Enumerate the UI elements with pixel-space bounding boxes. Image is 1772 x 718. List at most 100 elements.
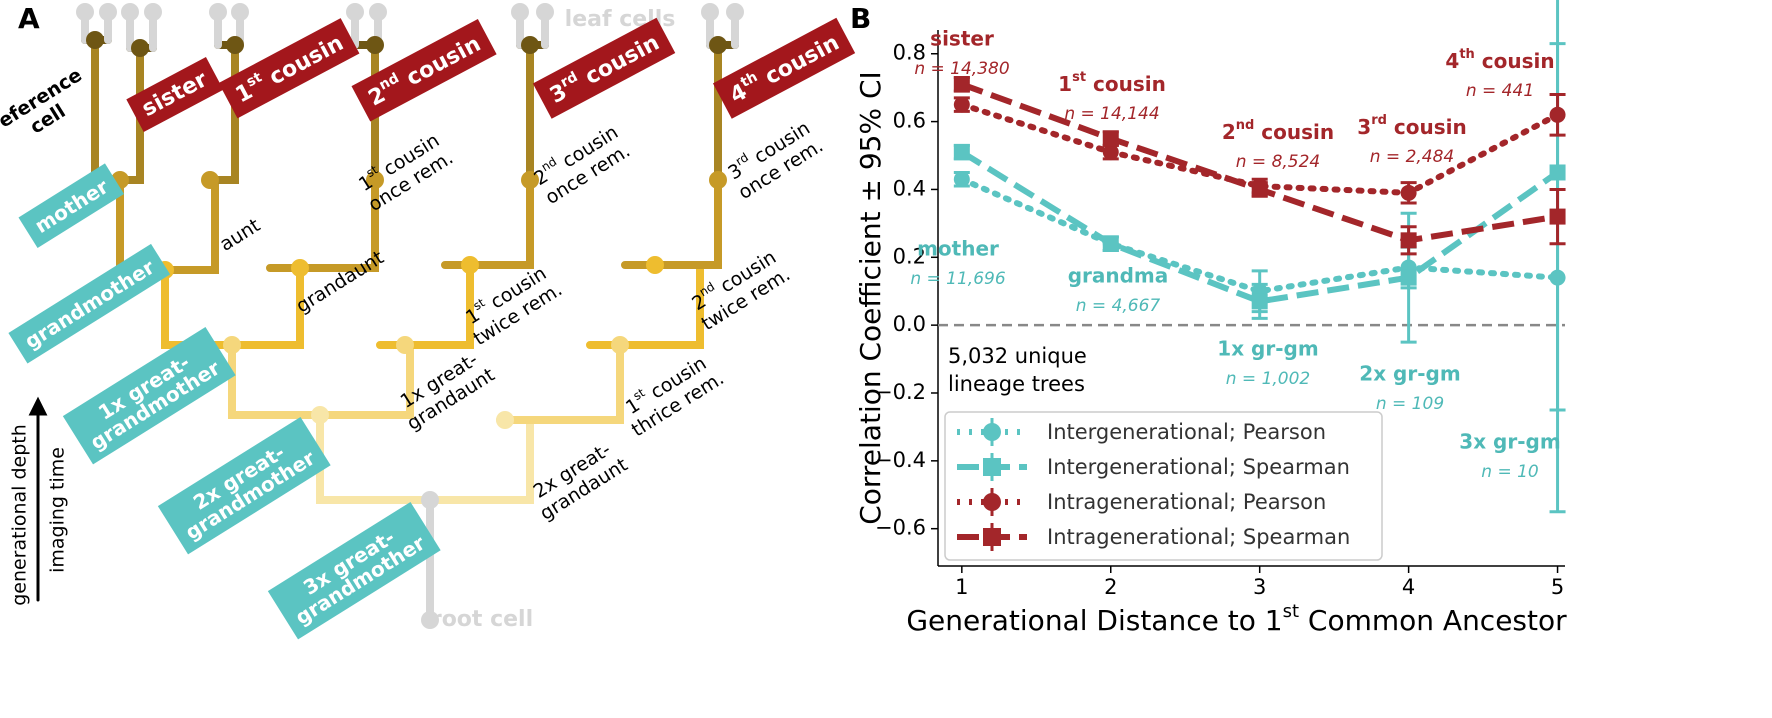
- text-part: th: [738, 69, 760, 91]
- point: [953, 96, 970, 113]
- kin-label: referencecell: [0, 64, 97, 156]
- text-part: st: [1072, 70, 1086, 85]
- annotation-n: n = 109: [1376, 394, 1444, 414]
- annotation-n: n = 14,380: [914, 59, 1009, 79]
- ancestor-label: 1x great-grandmother: [62, 326, 236, 465]
- ancestor-label: mother: [18, 163, 125, 248]
- annotation-label: 2nd cousin: [1222, 118, 1334, 144]
- annotation-label: 3x gr-gm: [1459, 430, 1560, 454]
- annotation-label: 1st cousin: [1058, 70, 1166, 96]
- point: [1400, 232, 1417, 249]
- point: [1400, 184, 1417, 201]
- annotation-n: n = 2,484: [1370, 147, 1455, 167]
- y-tick-label: 0.8: [893, 41, 926, 65]
- kin-label: 1st cousinonce rem.: [351, 125, 457, 216]
- depth-label: generational depth: [9, 424, 31, 606]
- legend-box: [944, 411, 1383, 561]
- label: 1st cousinonce rem.: [351, 125, 457, 215]
- note: lineage trees: [948, 372, 1085, 396]
- text-part: Generational Distance to 1: [906, 604, 1282, 637]
- panel-label: A: [18, 2, 40, 35]
- relative-label-box: [218, 18, 360, 119]
- text-part: cousin: [1475, 49, 1555, 73]
- kin-label: aunt: [216, 214, 264, 256]
- kin-label: 2nd cousinonce rem.: [530, 121, 634, 209]
- annotation-n: n = 8,524: [1236, 152, 1321, 172]
- series-line: [960, 149, 1560, 305]
- y-tick-label: 0.4: [893, 176, 926, 200]
- relative-label: 3rd cousin: [532, 17, 676, 119]
- y-tick-label: −0.2: [875, 380, 926, 404]
- x-axis-title: Generational Distance to 1st Common Ance…: [906, 601, 1567, 638]
- y-tick-label: 0.0: [893, 312, 926, 336]
- text-part: nd: [539, 154, 559, 174]
- point: [1102, 144, 1119, 161]
- note: 5,032 unique: [948, 344, 1087, 368]
- legend-marker: [983, 493, 1001, 511]
- text-part: st: [244, 69, 265, 90]
- kin-label: grandaunt: [292, 246, 387, 317]
- ancestor-label: 3x great-grandmother: [267, 501, 441, 640]
- y-axis-title: Correlation Coefficient ± 95% CI: [854, 71, 887, 525]
- legend-label: Intergenerational; Spearman: [1047, 455, 1350, 479]
- text-part: nd: [697, 279, 717, 299]
- label: referencecell: [0, 64, 97, 156]
- x-tick-label: 3: [1253, 575, 1266, 599]
- text-part: Common Ancestor: [1299, 604, 1567, 637]
- point: [1251, 181, 1268, 198]
- text-part: st: [1283, 601, 1299, 622]
- relative-label-box: [712, 17, 856, 119]
- y-tick-label: 0.6: [893, 109, 926, 133]
- text-part: 1: [1058, 72, 1072, 96]
- point: [953, 76, 970, 93]
- ancestor-label: 2x great-grandmother: [157, 416, 331, 555]
- annotation-label: grandma: [1068, 264, 1169, 288]
- text-part: th: [1459, 47, 1474, 62]
- text-part: cousin: [1254, 120, 1334, 144]
- y-tick-label: 0.2: [893, 244, 926, 268]
- kin-label: 3rd cousinonce rem.: [721, 113, 827, 204]
- ancestor-label-box: [8, 243, 171, 364]
- legend-label: Intergenerational; Pearson: [1047, 420, 1326, 444]
- relative-label-box: [351, 18, 497, 122]
- legend-marker: [983, 528, 1001, 546]
- point: [1549, 106, 1566, 123]
- y-tick-label: −0.6: [875, 516, 926, 540]
- text-part: 3: [1357, 115, 1371, 139]
- annotation-label: 2x gr-gm: [1359, 362, 1460, 386]
- branch-level-5: [316, 416, 534, 504]
- x-tick-label: 4: [1402, 575, 1415, 599]
- legend-label: Intragenerational; Pearson: [1047, 490, 1326, 514]
- point: [953, 144, 970, 161]
- series-line: [958, 176, 1561, 295]
- label-line: grandaunt: [292, 246, 387, 317]
- point: [1251, 293, 1268, 310]
- annotation-label: 1x gr-gm: [1217, 337, 1318, 361]
- label: 2nd cousintwice rem.: [684, 242, 794, 335]
- legend: Intergenerational; Pearson Intergeneratio…: [944, 411, 1383, 561]
- point: [1400, 269, 1417, 286]
- annotation-label: 4th cousin: [1445, 47, 1554, 73]
- label-line: aunt: [216, 214, 264, 256]
- kin-label: 1st cousinthrice rem.: [614, 346, 728, 441]
- kin-label: 2x great-grandaunt: [529, 438, 631, 524]
- ancestor-label-box: [267, 501, 441, 640]
- y-tick-label: −0.4: [875, 448, 926, 472]
- text-part: 2: [1222, 120, 1236, 144]
- text-part: cousin: [1086, 72, 1166, 96]
- annotation-label: mother: [917, 237, 999, 261]
- text-part: rd: [1371, 113, 1387, 128]
- annotation-n: n = 10: [1481, 462, 1538, 482]
- label: 3rd cousinonce rem.: [721, 113, 827, 203]
- ancestor-label-box: [18, 163, 125, 248]
- text-part: rd: [558, 69, 580, 91]
- kin-label: 2nd cousintwice rem.: [684, 242, 794, 335]
- label: grandmother: [20, 254, 158, 353]
- label: 1st cousinthrice rem.: [614, 346, 727, 441]
- tree-nodes: [76, 3, 744, 629]
- ancestor-label-box: [157, 416, 331, 555]
- time-arrow: [28, 396, 48, 602]
- root-label: root cell: [431, 607, 533, 632]
- point: [1549, 164, 1566, 181]
